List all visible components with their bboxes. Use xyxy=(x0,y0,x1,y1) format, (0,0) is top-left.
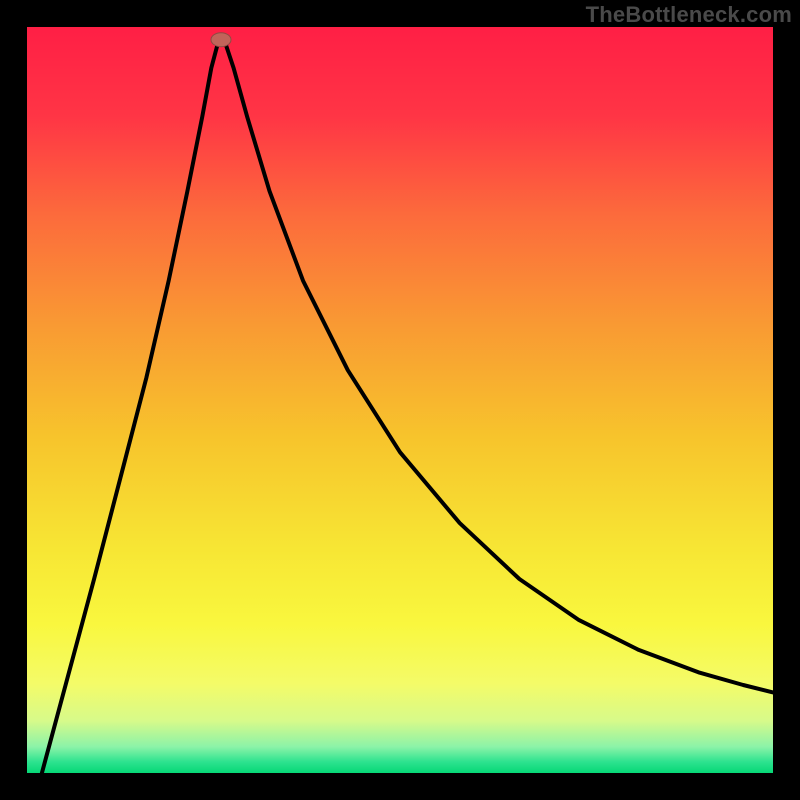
chart-frame: TheBottleneck.com xyxy=(0,0,800,800)
watermark-text: TheBottleneck.com xyxy=(586,2,792,28)
gradient-chart-svg xyxy=(27,27,773,773)
notch-marker xyxy=(211,33,231,47)
plot-area xyxy=(27,27,773,773)
